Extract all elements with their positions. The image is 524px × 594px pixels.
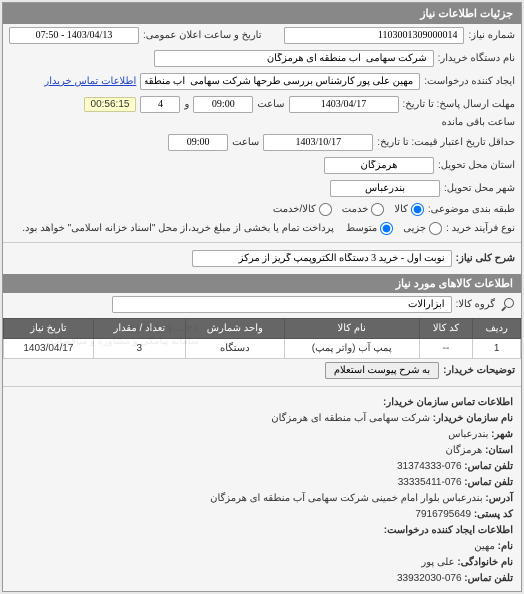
process-radio-group: جزیی متوسط [346, 222, 442, 235]
group-label: گروه کالا: [456, 299, 495, 310]
table-header: کد کالا [419, 319, 473, 339]
phone-value: 076-31374333 [397, 461, 462, 472]
need-no-input[interactable] [284, 27, 464, 44]
desc-input[interactable] [192, 250, 452, 267]
radio-goods-service[interactable]: کالا/خدمت [273, 203, 332, 216]
name-label: نام: [498, 541, 513, 552]
province-label: استان محل تحویل: [438, 160, 515, 171]
contact-province-value: هرمزگان [445, 445, 482, 456]
deadline-label: مهلت ارسال پاسخ: تا تاریخ: [403, 99, 515, 110]
need-no-label: شماره نیاز: [468, 30, 515, 41]
subject-pkg-label: طبقه بندی موضوعی: [428, 204, 515, 215]
announce-label: تاریخ و ساعت اعلان عمومی: [143, 30, 262, 41]
fax-label: تلفن تماس: [464, 477, 513, 488]
phone-label: تلفن تماس: [464, 461, 513, 472]
table-cell: 1 [473, 339, 521, 359]
countdown-timer: 00:56:15 [84, 97, 137, 112]
req-phone-value: 076-33932030 [397, 573, 462, 584]
process-note: پرداخت تمام یا بخشی از مبلغ خرید،از محل … [22, 223, 334, 234]
radio-service[interactable]: خدمت [342, 203, 385, 216]
table-cell: 1403/04/17 [4, 339, 94, 359]
contact-link[interactable]: اطلاعات تماس خریدار [44, 76, 136, 87]
table-row: 1--پمپ آب (واتر پمپ)دستگاه31403/04/17 [4, 339, 521, 359]
goods-table: ردیفکد کالانام کالاواحد شمارشتعداد / مقد… [3, 318, 521, 359]
address-value: بندرعباس بلوار امام خمینی شرکت سهامی آب … [210, 493, 483, 504]
radio-goods[interactable]: کالا [394, 203, 424, 216]
buyer-device-label: نام دستگاه خریدار: [438, 53, 515, 64]
process-label: نوع فرآیند خرید : [446, 223, 515, 234]
desc-label: شرح کلی نیاز: [456, 253, 515, 264]
fax-value: 076-33335411 [398, 477, 462, 488]
search-icon[interactable] [499, 297, 515, 313]
subject-radio-group: کالا خدمت کالا/خدمت [273, 203, 424, 216]
time-label-1: ساعت [257, 99, 284, 110]
contact-city-label: شهر: [491, 429, 513, 440]
lname-value: علی پور [421, 557, 454, 568]
table-cell: پمپ آب (واتر پمپ) [284, 339, 419, 359]
purchaser-desc-label: توضیحات خریدار: [443, 365, 515, 376]
buyer-device-input[interactable] [154, 50, 434, 67]
requester-label: ایجاد کننده درخواست: [424, 76, 515, 87]
attachment-button[interactable]: به شرح پیوست استعلام [325, 362, 439, 379]
announce-input[interactable] [9, 27, 139, 44]
table-header: تاریخ نیاز [4, 319, 94, 339]
contact-section-title: اطلاعات تماس سازمان خریدار: [11, 395, 513, 411]
radio-partial[interactable]: جزیی [403, 222, 442, 235]
validity-label: حداقل تاریخ اعتبار قیمت: تا تاریخ: [377, 137, 515, 148]
time-label-2: ساعت [232, 137, 259, 148]
req-creator-title: اطلاعات ایجاد کننده درخواست: [11, 523, 513, 539]
days-left-input[interactable] [140, 96, 180, 113]
contact-province-label: استان: [485, 445, 513, 456]
org-value: شرکت سهامی آب منطقه ای هرمزگان [271, 413, 430, 424]
requester-input[interactable] [140, 73, 420, 90]
goods-section-title: اطلاعات کالاهای مورد نیاز [3, 274, 521, 293]
deadline-time-input[interactable] [193, 96, 253, 113]
table-cell: -- [419, 339, 473, 359]
table-cell: دستگاه [185, 339, 284, 359]
table-header: نام کالا [284, 319, 419, 339]
lname-label: نام خانوادگی: [457, 557, 513, 568]
table-header: واحد شمارش [185, 319, 284, 339]
org-label: نام سازمان خریدار: [433, 413, 513, 424]
radio-medium[interactable]: متوسط [346, 222, 393, 235]
table-cell: 3 [93, 339, 185, 359]
province-input[interactable] [324, 157, 434, 174]
remaining-label: ساعت باقی مانده [442, 117, 515, 128]
table-header: ردیف [473, 319, 521, 339]
address-label: آدرس: [485, 493, 513, 504]
validity-time-input[interactable] [168, 134, 228, 151]
city-input[interactable] [330, 180, 440, 197]
postal-value: 7916795649 [415, 509, 471, 520]
and-label: و [184, 99, 189, 110]
city-label: شهر محل تحویل: [444, 183, 515, 194]
deadline-date-input[interactable] [289, 96, 399, 113]
postal-label: کد پستی: [474, 509, 513, 520]
panel-title: جزئیات اطلاعات نیاز [3, 3, 521, 24]
group-input[interactable] [112, 296, 452, 313]
req-phone-label: تلفن تماس: [464, 573, 513, 584]
table-header: تعداد / مقدار [93, 319, 185, 339]
contact-city-value: بندرعباس [448, 429, 488, 440]
name-value: مهین [474, 541, 495, 552]
validity-date-input[interactable] [263, 134, 373, 151]
